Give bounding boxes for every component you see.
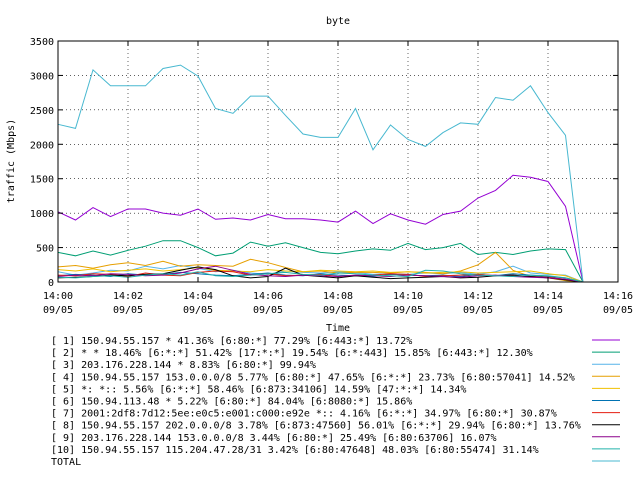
x-tick-date: 09/05 xyxy=(463,305,493,316)
x-tick-date: 09/05 xyxy=(323,305,353,316)
series-line-3 xyxy=(57,264,584,283)
series-line-6 xyxy=(57,271,584,283)
x-tick-date: 09/05 xyxy=(43,305,73,316)
legend-label-4: [ 4] 150.94.55.157 153.0.0.0/8 5.77% [6:… xyxy=(51,372,575,383)
legend-label-1: [ 1] 150.94.55.157 * 41.36% [6:80:*] 77.… xyxy=(51,336,412,347)
x-tick-time: 14:06 xyxy=(253,291,283,302)
y-tick-label: 1000 xyxy=(30,209,54,220)
series-line-10 xyxy=(57,269,584,283)
x-tick-time: 14:02 xyxy=(113,291,143,302)
y-tick-label: 3500 xyxy=(30,37,54,48)
legend-label-6: [ 6] 150.94.113.48 * 5.22% [6:80:*] 84.0… xyxy=(51,397,412,408)
legend-label-10: [10] 150.94.55.157 115.204.47.28/31 3.42… xyxy=(51,445,539,456)
x-tick-time: 14:04 xyxy=(183,291,213,302)
y-tick-label: 3000 xyxy=(30,71,54,82)
legend-label-3: [ 3] 203.176.228.144 * 8.83% [6:80:*] 99… xyxy=(51,360,316,371)
y-tick-label: 2500 xyxy=(30,106,54,117)
x-tick-date: 09/05 xyxy=(603,305,633,316)
y-axis-label: traffic (Mbps) xyxy=(6,119,17,203)
x-tick-date: 09/05 xyxy=(393,305,423,316)
series-line-11 xyxy=(57,64,584,283)
y-tick-label: 500 xyxy=(36,244,54,255)
legend-label-5: [ 5] *: *:: 5.56% [6:*:*] 58.46% [6:873:… xyxy=(51,384,466,395)
grid-lines xyxy=(58,41,618,282)
x-tick-date: 09/05 xyxy=(253,305,283,316)
legend-label-11: TOTAL xyxy=(51,457,81,468)
y-tick-label: 0 xyxy=(48,278,54,289)
chart-title: byte xyxy=(326,16,350,27)
series-line-1 xyxy=(57,174,584,283)
y-tick-label: 1500 xyxy=(30,175,54,186)
x-axis-label: Time xyxy=(326,323,350,334)
legend-label-7: [ 7] 2001:2df8:7d12:5ee:e0c5:e001:c000:e… xyxy=(51,409,557,420)
legend-label-8: [ 8] 150.94.55.157 202.0.0.0/8 3.78% [6:… xyxy=(51,421,581,432)
x-tick-time: 14:00 xyxy=(43,291,73,302)
legend-label-9: [ 9] 203.176.228.144 153.0.0.0/8 3.44% [… xyxy=(51,433,497,444)
series-line-5 xyxy=(57,266,584,283)
x-tick-time: 14:12 xyxy=(463,291,493,302)
x-tick-date: 09/05 xyxy=(183,305,213,316)
series-line-4 xyxy=(57,251,584,283)
x-tick-time: 14:16 xyxy=(603,291,633,302)
x-tick-time: 14:10 xyxy=(393,291,423,302)
x-tick-time: 14:14 xyxy=(533,291,563,302)
y-tick-label: 2000 xyxy=(30,140,54,151)
y-axis-ticks: 0 500 1000 1500 2000 2500 3000 3500 xyxy=(30,37,618,289)
legend: [ 1] 150.94.55.157 * 41.36% [6:80:*] 77.… xyxy=(51,336,620,468)
legend-label-2: [ 2] * * 18.46% [6:*:*] 51.42% [17:*:*] … xyxy=(51,348,533,359)
x-axis-ticks: 14:00 09/05 14:02 09/05 14:04 09/05 14:06 09/05… xyxy=(43,41,633,316)
series-line-9 xyxy=(57,265,584,283)
x-tick-date: 09/05 xyxy=(113,305,143,316)
series-lines xyxy=(57,64,584,283)
x-tick-date: 09/05 xyxy=(533,305,563,316)
x-tick-time: 14:08 xyxy=(323,291,353,302)
